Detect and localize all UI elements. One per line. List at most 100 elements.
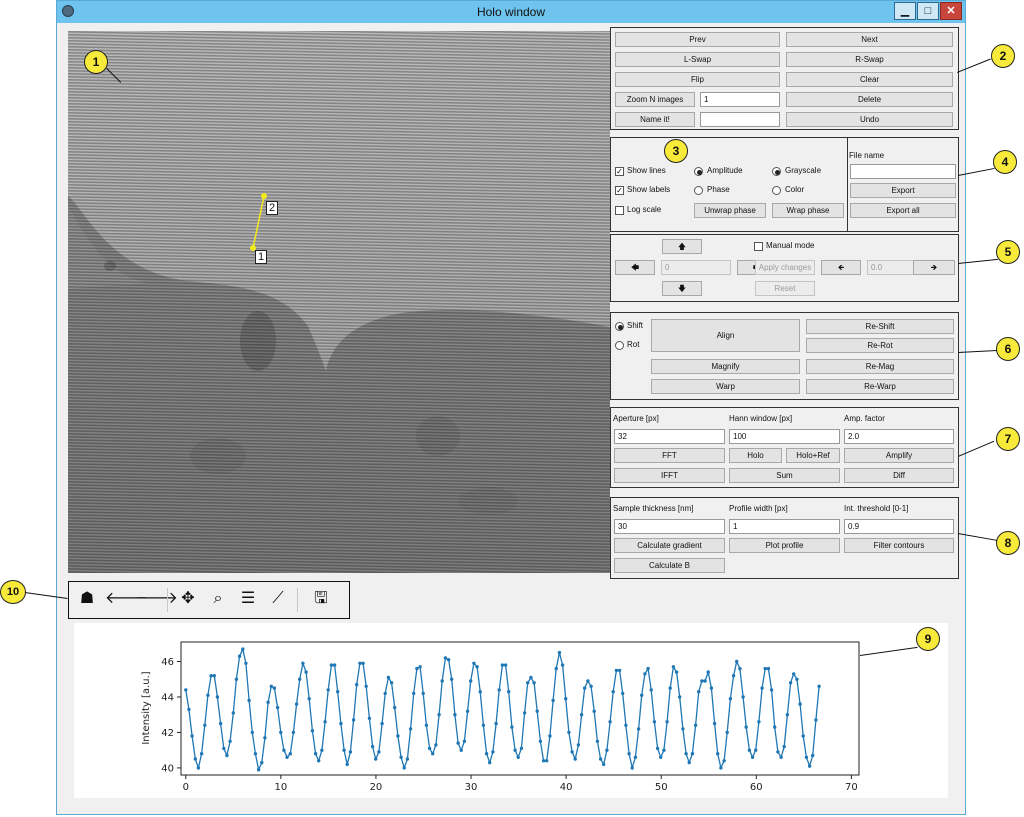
back-arrow-icon[interactable]: 🡐 — [105, 590, 148, 607]
data-point-144 — [640, 693, 644, 697]
save-icon[interactable]: 🖫 — [314, 590, 328, 607]
holo-ref-button[interactable]: Holo+Ref — [786, 448, 840, 463]
data-point-61 — [377, 750, 381, 754]
shift-down-button[interactable]: 🡇 — [662, 281, 702, 296]
delete-button[interactable]: Delete — [786, 92, 953, 107]
align-button[interactable]: Align — [651, 319, 800, 352]
next-button[interactable]: Next — [786, 32, 953, 47]
data-point-188 — [779, 755, 783, 759]
shift-up-button[interactable]: 🡅 — [662, 239, 702, 254]
magnify-button[interactable]: Magnify — [651, 359, 800, 374]
data-point-137 — [617, 668, 622, 673]
file-name-input[interactable] — [850, 164, 956, 179]
amplitude-radio[interactable] — [694, 167, 703, 176]
edit-axis-icon[interactable]: ⟋ — [272, 590, 284, 607]
undo-button[interactable]: Undo — [786, 112, 953, 127]
name-input[interactable] — [700, 112, 780, 127]
profile-plot[interactable]: 0 10 20 30 40 50 60 70 40 42 44 46 Intensity [a.u.… — [74, 623, 948, 798]
data-point-154 — [671, 665, 676, 669]
data-point-134 — [608, 720, 612, 724]
zoom-n-input[interactable]: 1 — [700, 92, 780, 107]
data-point-48 — [336, 690, 340, 694]
rot-radio[interactable] — [615, 341, 624, 350]
prev-button[interactable]: Prev — [615, 32, 780, 47]
maximize-button[interactable]: □ — [917, 2, 939, 20]
sample-thickness-input[interactable]: 30 — [614, 519, 725, 534]
pan-icon[interactable]: ✥ — [181, 590, 195, 607]
r-swap-button[interactable]: R-Swap — [786, 52, 953, 67]
int-threshold-input[interactable]: 0.9 — [844, 519, 954, 534]
re-warp-button[interactable]: Re-Warp — [806, 379, 954, 394]
data-point-98 — [494, 721, 498, 726]
data-point-12 — [222, 746, 226, 751]
data-point-153 — [668, 686, 672, 690]
data-point-107 — [522, 711, 527, 715]
fft-button[interactable]: FFT — [614, 448, 725, 463]
calculate-gradient-button[interactable]: Calculate gradient — [614, 538, 725, 553]
diff-button[interactable]: Diff — [844, 468, 954, 483]
minimize-button[interactable]: ▁ — [894, 2, 916, 20]
calculate-b-button[interactable]: Calculate B — [614, 558, 725, 573]
data-point-169 — [719, 766, 723, 770]
re-shift-button[interactable]: Re-Shift — [806, 319, 954, 334]
log-scale-checkbox[interactable] — [615, 206, 624, 215]
profile-line[interactable] — [252, 195, 265, 249]
flip-button[interactable]: Flip — [615, 72, 780, 87]
phase-radio[interactable] — [694, 186, 703, 195]
apply-changes-button[interactable]: Apply changes — [755, 260, 815, 275]
shift-left-button[interactable]: 🡄 — [615, 260, 655, 275]
manual-mode-checkbox[interactable] — [754, 242, 763, 251]
x-tick-label-2: 20 — [370, 782, 383, 793]
grayscale-radio[interactable] — [772, 167, 781, 176]
amplify-button[interactable]: Amplify — [844, 448, 954, 463]
show-labels-checkbox[interactable]: ✓ — [615, 186, 624, 195]
reset-button[interactable]: Reset — [755, 281, 815, 296]
profile-marker-label-2: 2 — [266, 201, 278, 215]
ifft-button[interactable]: IFFT — [614, 468, 725, 483]
show-lines-checkbox[interactable]: ✓ — [615, 167, 624, 176]
rotate-left-button[interactable]: 🡸 — [821, 260, 861, 275]
callout-4: 4 — [993, 150, 1017, 174]
data-point-91 — [472, 661, 476, 665]
clear-button[interactable]: Clear — [786, 72, 953, 87]
data-point-54 — [355, 682, 359, 687]
zoom-icon[interactable]: ⌕ — [213, 590, 223, 607]
data-point-160 — [690, 752, 695, 756]
home-icon[interactable]: ☗ — [79, 590, 95, 607]
sum-button[interactable]: Sum — [729, 468, 840, 483]
profile-point-2[interactable] — [261, 193, 267, 199]
filter-contours-button[interactable]: Filter contours — [844, 538, 954, 553]
shift-radio[interactable] — [615, 322, 624, 331]
aperture-input[interactable]: 32 — [614, 429, 725, 444]
hann-window-input[interactable]: 100 — [729, 429, 840, 444]
configure-subplots-icon[interactable]: ☰ — [240, 590, 256, 607]
data-point-167 — [712, 721, 717, 726]
title-bar[interactable]: Holo window ▁ □ ✕ — [57, 1, 965, 23]
re-mag-button[interactable]: Re-Mag — [806, 359, 954, 374]
holo-button[interactable]: Holo — [729, 448, 782, 463]
export-button[interactable]: Export — [850, 183, 956, 198]
data-point-119 — [560, 663, 565, 667]
data-point-123 — [573, 757, 577, 761]
amp-factor-input[interactable]: 2.0 — [844, 429, 954, 444]
warp-button[interactable]: Warp — [651, 379, 800, 394]
rotation-value-input[interactable]: 0.0 — [867, 260, 927, 275]
unwrap-phase-button[interactable]: Unwrap phase — [694, 203, 766, 218]
hologram-image-view[interactable]: 1 2 — [68, 31, 610, 573]
profile-width-input[interactable]: 1 — [729, 519, 840, 534]
wrap-phase-button[interactable]: Wrap phase — [772, 203, 844, 218]
export-all-button[interactable]: Export all — [850, 203, 956, 218]
re-rot-button[interactable]: Re-Rot — [806, 338, 954, 353]
zoom-n-images-button[interactable]: Zoom N images — [615, 92, 695, 107]
close-button[interactable]: ✕ — [940, 2, 962, 20]
profile-point-1[interactable] — [250, 245, 256, 251]
app-icon — [62, 5, 74, 17]
color-radio[interactable] — [772, 186, 781, 195]
l-swap-button[interactable]: L-Swap — [615, 52, 780, 67]
name-it-button[interactable]: Name it! — [615, 112, 695, 127]
plot-profile-button[interactable]: Plot profile — [729, 538, 840, 553]
data-point-90 — [469, 679, 473, 683]
shift-value-input[interactable]: 0 — [661, 260, 731, 275]
forward-arrow-icon[interactable]: 🡒 — [135, 590, 178, 607]
rotate-right-button[interactable]: 🡺 — [913, 260, 955, 275]
